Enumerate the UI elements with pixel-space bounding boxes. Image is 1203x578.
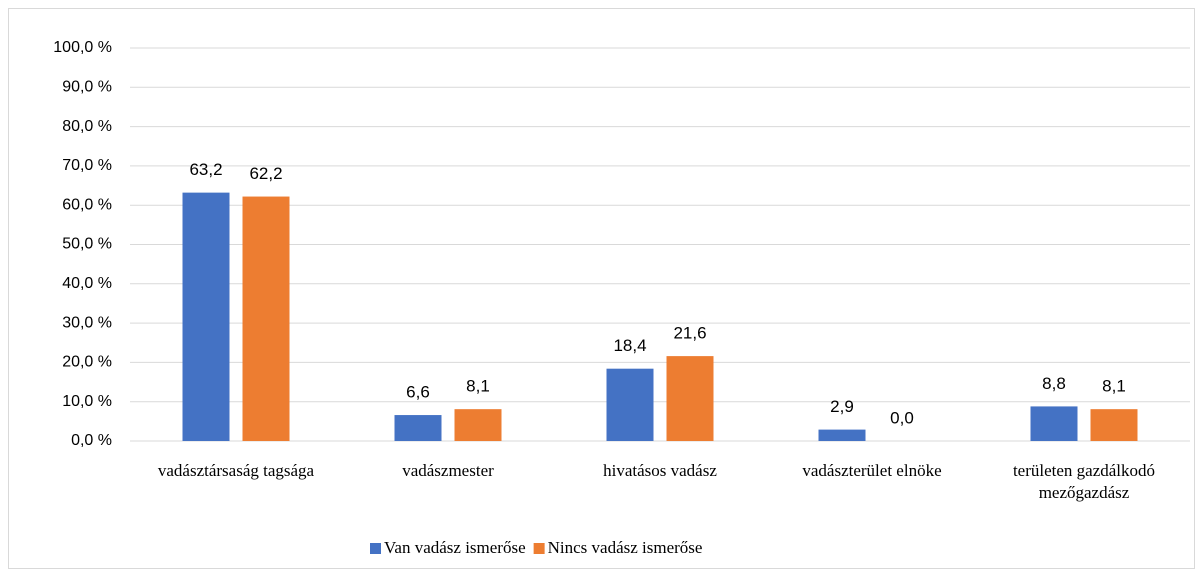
y-tick-label: 100,0 % — [53, 39, 112, 56]
bar — [606, 368, 654, 441]
data-label: 8,8 — [1042, 374, 1066, 393]
x-tick-label: vadásztársaság tagsága — [157, 461, 315, 480]
bar — [242, 196, 290, 441]
y-tick-label: 0,0 % — [71, 432, 112, 449]
y-tick-label: 20,0 % — [62, 354, 112, 371]
y-tick-label: 80,0 % — [62, 118, 112, 135]
y-tick-label: 50,0 % — [62, 236, 112, 253]
bar — [454, 409, 502, 441]
x-tick-label: vadászterület elnöke — [802, 461, 942, 480]
legend-label: Nincs vadász ismerőse — [548, 538, 703, 557]
data-label: 8,1 — [466, 377, 490, 396]
legend-label: Van vadász ismerőse — [384, 538, 526, 557]
x-tick-label: hivatásos vadász — [603, 461, 717, 480]
bar — [394, 415, 442, 441]
y-tick-label: 60,0 % — [62, 196, 112, 213]
y-tick-label: 30,0 % — [62, 314, 112, 331]
data-label: 21,6 — [673, 324, 706, 343]
data-label: 0,0 — [890, 408, 914, 427]
bar — [1090, 409, 1138, 441]
data-label: 63,2 — [189, 160, 222, 179]
chart-border — [8, 8, 1195, 569]
y-tick-label: 40,0 % — [62, 275, 112, 292]
legend-swatch — [533, 543, 545, 554]
data-label: 6,6 — [406, 383, 430, 402]
y-tick-label: 70,0 % — [62, 157, 112, 174]
y-tick-label: 10,0 % — [62, 393, 112, 410]
x-tick-label: területen gazdálkodó mezőgazdász — [1012, 461, 1156, 502]
data-label: 18,4 — [613, 336, 646, 355]
bar — [818, 429, 866, 441]
data-label: 8,1 — [1102, 377, 1126, 396]
y-tick-label: 90,0 % — [62, 79, 112, 96]
bar — [182, 192, 230, 441]
bar — [1030, 406, 1078, 441]
legend-swatch — [370, 543, 381, 554]
bar — [666, 356, 714, 441]
x-tick-label: vadászmester — [402, 461, 494, 480]
data-label: 2,9 — [830, 397, 854, 416]
data-label: 62,2 — [249, 164, 282, 183]
